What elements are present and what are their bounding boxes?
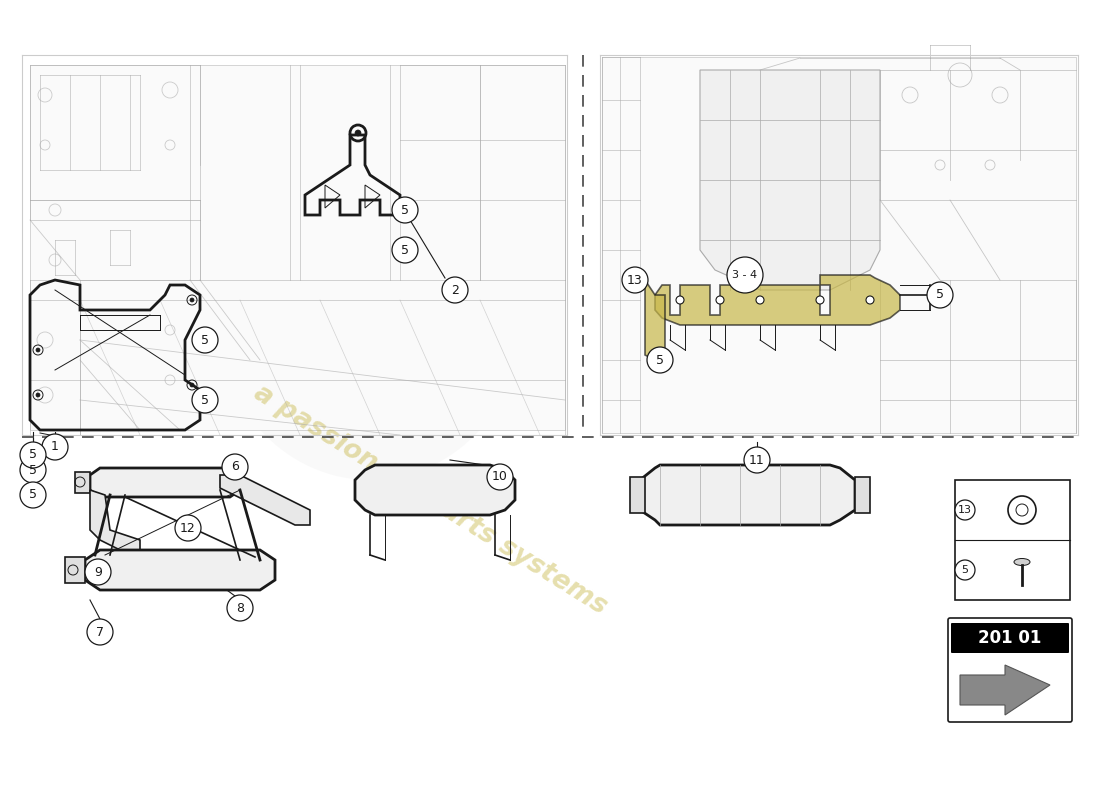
Circle shape	[20, 457, 46, 483]
Polygon shape	[355, 465, 515, 515]
Text: 6: 6	[231, 461, 239, 474]
Circle shape	[392, 197, 418, 223]
Polygon shape	[85, 550, 275, 590]
Circle shape	[955, 560, 975, 580]
Circle shape	[955, 500, 975, 520]
Ellipse shape	[214, 140, 525, 480]
Polygon shape	[855, 477, 870, 513]
Circle shape	[647, 347, 673, 373]
Text: 2: 2	[451, 283, 459, 297]
Polygon shape	[90, 468, 240, 497]
Polygon shape	[645, 280, 665, 360]
Polygon shape	[30, 65, 565, 430]
Circle shape	[20, 442, 46, 468]
Circle shape	[866, 296, 874, 304]
Circle shape	[487, 464, 513, 490]
Circle shape	[621, 267, 648, 293]
Text: 9: 9	[95, 566, 102, 578]
Circle shape	[816, 296, 824, 304]
Text: 5: 5	[201, 394, 209, 406]
Circle shape	[927, 282, 953, 308]
Polygon shape	[700, 70, 880, 290]
Text: 12: 12	[180, 522, 196, 534]
Text: a passion for parts systems: a passion for parts systems	[249, 380, 612, 620]
Text: 5: 5	[936, 289, 944, 302]
Circle shape	[192, 387, 218, 413]
Text: 5: 5	[201, 334, 209, 346]
Circle shape	[184, 519, 196, 531]
Circle shape	[192, 327, 218, 353]
Text: 5: 5	[29, 463, 37, 477]
Polygon shape	[65, 557, 85, 583]
Circle shape	[222, 454, 248, 480]
Circle shape	[716, 296, 724, 304]
Text: 13: 13	[958, 505, 972, 515]
Circle shape	[727, 257, 763, 293]
Polygon shape	[654, 275, 900, 325]
Polygon shape	[220, 475, 310, 525]
Ellipse shape	[1014, 558, 1030, 566]
Text: 5: 5	[402, 203, 409, 217]
Circle shape	[36, 348, 40, 352]
Text: 201 01: 201 01	[978, 629, 1042, 647]
Circle shape	[87, 619, 113, 645]
Polygon shape	[640, 465, 855, 525]
Polygon shape	[630, 477, 645, 513]
Circle shape	[756, 296, 764, 304]
Circle shape	[355, 130, 361, 136]
FancyBboxPatch shape	[952, 623, 1069, 653]
Text: 5: 5	[29, 449, 37, 462]
Circle shape	[36, 393, 40, 397]
Circle shape	[175, 515, 201, 541]
Polygon shape	[602, 57, 1076, 433]
Text: 5: 5	[29, 489, 37, 502]
Text: 11: 11	[749, 454, 764, 466]
Circle shape	[190, 298, 194, 302]
Text: 8: 8	[236, 602, 244, 614]
Circle shape	[392, 237, 418, 263]
Text: 1: 1	[51, 441, 59, 454]
Circle shape	[190, 383, 194, 387]
Text: 10: 10	[492, 470, 508, 483]
Text: 5: 5	[656, 354, 664, 366]
Polygon shape	[960, 665, 1050, 715]
Circle shape	[676, 296, 684, 304]
Circle shape	[85, 559, 111, 585]
Text: 5: 5	[402, 243, 409, 257]
Text: 7: 7	[96, 626, 104, 638]
Polygon shape	[90, 490, 140, 555]
Circle shape	[227, 595, 253, 621]
Circle shape	[442, 277, 468, 303]
Polygon shape	[75, 472, 90, 493]
Circle shape	[42, 434, 68, 460]
Text: 13: 13	[627, 274, 642, 286]
Text: 3 - 4: 3 - 4	[733, 270, 758, 280]
FancyBboxPatch shape	[948, 618, 1072, 722]
Circle shape	[744, 447, 770, 473]
Circle shape	[20, 482, 46, 508]
Text: 5: 5	[961, 565, 968, 575]
